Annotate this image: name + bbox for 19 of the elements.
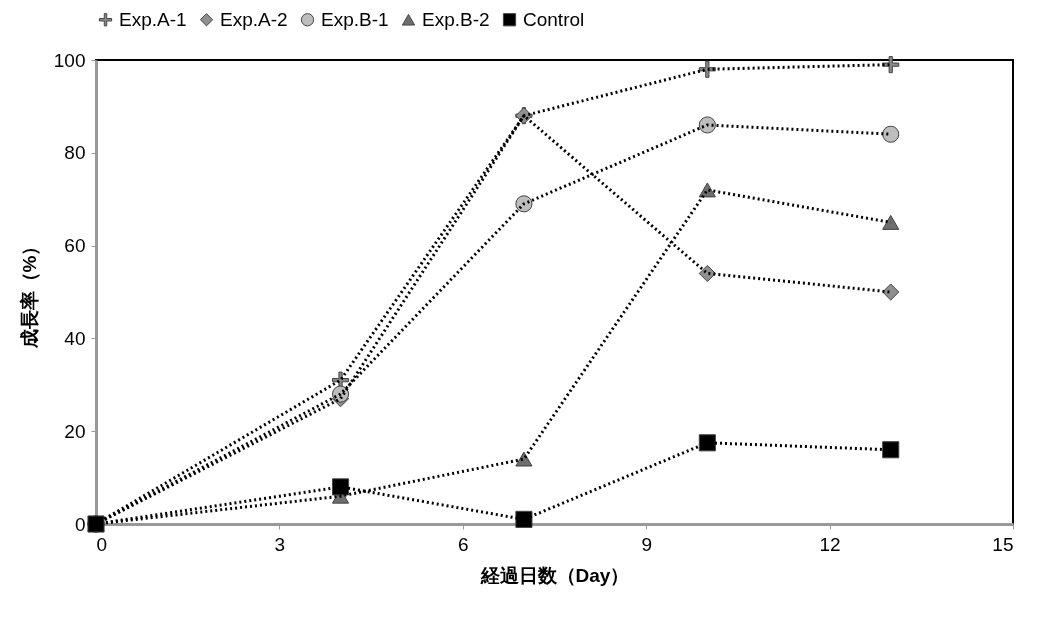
x-tick-label: 0 <box>96 533 108 555</box>
legend-label: Exp.B-2 <box>422 8 490 30</box>
y-tick-label: 40 <box>64 327 86 349</box>
legend-label: Exp.A-1 <box>119 8 187 30</box>
y-axis-title: 成長率（%） <box>18 236 40 350</box>
legend-label: Exp.A-2 <box>220 8 288 30</box>
x-tick-label: 15 <box>992 533 1014 555</box>
y-tick-label: 20 <box>64 420 86 442</box>
legend-label: Exp.B-1 <box>321 8 389 30</box>
x-tick-label: 6 <box>458 533 469 555</box>
y-tick-label: 80 <box>64 142 86 164</box>
x-axis-title: 経過日数（Day） <box>479 564 630 586</box>
x-tick-label: 12 <box>819 533 841 555</box>
y-tick-label: 0 <box>74 513 86 535</box>
y-tick-label: 60 <box>64 235 86 257</box>
x-tick-label: 9 <box>641 533 652 555</box>
x-tick-label: 3 <box>274 533 286 555</box>
y-tick-label: 100 <box>53 49 86 71</box>
legend-label: Control <box>523 8 585 30</box>
